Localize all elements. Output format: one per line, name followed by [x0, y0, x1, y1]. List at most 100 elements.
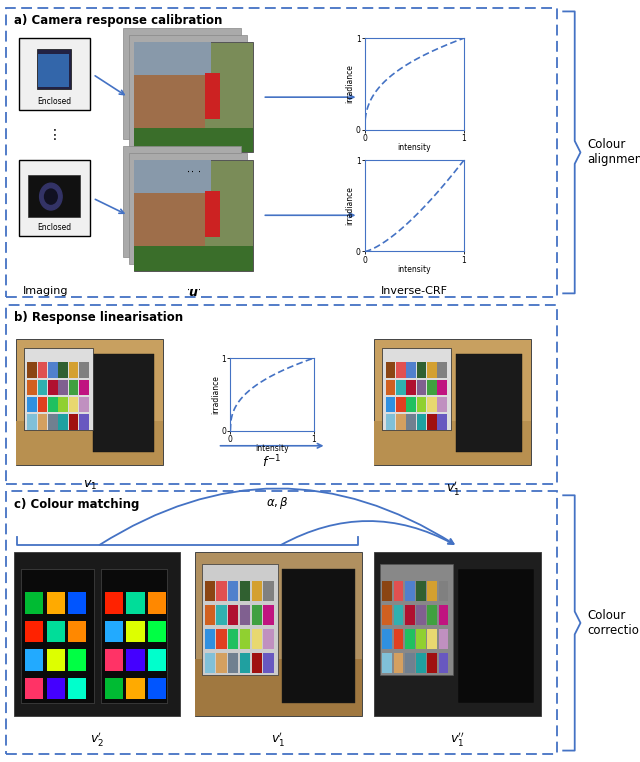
Bar [195, 552, 362, 716]
Bar [428, 653, 437, 673]
Text: $v_1''$: $v_1''$ [451, 730, 465, 748]
Bar [127, 620, 145, 642]
Bar [240, 629, 250, 649]
Bar [16, 421, 163, 465]
Bar [405, 581, 415, 601]
Bar [36, 49, 70, 89]
Text: b) Response linearisation: b) Response linearisation [14, 311, 183, 324]
Bar [68, 379, 79, 395]
Bar [27, 397, 37, 412]
Bar [38, 415, 47, 430]
Bar [438, 581, 449, 601]
Bar [127, 649, 145, 671]
Bar [6, 8, 557, 297]
Bar [216, 629, 227, 649]
Bar [382, 348, 451, 430]
Bar [38, 397, 47, 412]
Bar [438, 605, 449, 625]
Circle shape [45, 189, 57, 204]
Text: Inverse-CRF: Inverse-CRF [381, 286, 448, 296]
Bar [437, 397, 447, 412]
Bar [148, 592, 166, 613]
Bar [79, 379, 89, 395]
Bar [48, 415, 58, 430]
Bar [216, 605, 227, 625]
Bar [25, 677, 44, 700]
Bar [456, 354, 522, 452]
Bar [374, 552, 541, 716]
Bar [68, 649, 86, 671]
Bar [47, 620, 65, 642]
Bar [47, 592, 65, 613]
Bar [205, 581, 215, 601]
Bar [437, 379, 447, 395]
Bar [58, 415, 68, 430]
X-axis label: intensity: intensity [397, 264, 431, 274]
Bar [263, 581, 273, 601]
Bar [383, 629, 392, 649]
Bar [383, 605, 392, 625]
Text: c) Colour matching: c) Colour matching [14, 498, 140, 511]
Bar [427, 362, 436, 377]
Text: Imaging: Imaging [23, 286, 69, 296]
Bar [428, 629, 437, 649]
Bar [134, 42, 253, 152]
Bar [129, 153, 247, 264]
Bar [216, 653, 227, 673]
Bar [6, 491, 557, 754]
Bar [134, 160, 253, 271]
Bar [134, 171, 205, 254]
Bar [396, 379, 406, 395]
Bar [205, 191, 220, 237]
Circle shape [40, 183, 62, 210]
Bar [79, 415, 89, 430]
Bar [405, 605, 415, 625]
Bar [16, 339, 163, 465]
Bar [148, 620, 166, 642]
Bar [25, 592, 44, 613]
Bar [385, 379, 396, 395]
Bar [93, 354, 154, 452]
Bar [405, 629, 415, 649]
Bar [374, 339, 531, 465]
Bar [105, 677, 124, 700]
Bar [240, 605, 250, 625]
Bar [396, 397, 406, 412]
Y-axis label: irradiance: irradiance [346, 186, 355, 226]
Bar [27, 415, 37, 430]
Bar [417, 415, 426, 430]
Bar [105, 592, 124, 613]
Bar [68, 362, 79, 377]
Text: $v_1'$: $v_1'$ [271, 730, 285, 748]
Bar [47, 677, 65, 700]
Bar [282, 568, 355, 703]
Text: $v_1$: $v_1$ [83, 479, 97, 491]
Bar [437, 362, 447, 377]
Bar [428, 581, 437, 601]
Bar [79, 397, 89, 412]
Text: Enclosed: Enclosed [37, 223, 72, 232]
Bar [134, 42, 211, 75]
Bar [263, 605, 273, 625]
Bar [396, 415, 406, 430]
Bar [263, 629, 273, 649]
Bar [394, 629, 403, 649]
Bar [58, 362, 68, 377]
Text: a) Camera response calibration: a) Camera response calibration [14, 14, 223, 27]
Bar [148, 649, 166, 671]
Bar [27, 362, 37, 377]
Bar [48, 397, 58, 412]
Bar [394, 653, 403, 673]
Bar [383, 581, 392, 601]
Y-axis label: irradiance: irradiance [346, 64, 355, 104]
Y-axis label: irradiance: irradiance [211, 375, 220, 414]
Bar [25, 620, 44, 642]
Bar [123, 28, 241, 139]
Bar [383, 653, 392, 673]
Bar [263, 653, 273, 673]
Bar [20, 568, 94, 703]
Bar [129, 35, 247, 146]
Bar [427, 397, 436, 412]
Bar [79, 362, 89, 377]
Bar [374, 421, 531, 465]
